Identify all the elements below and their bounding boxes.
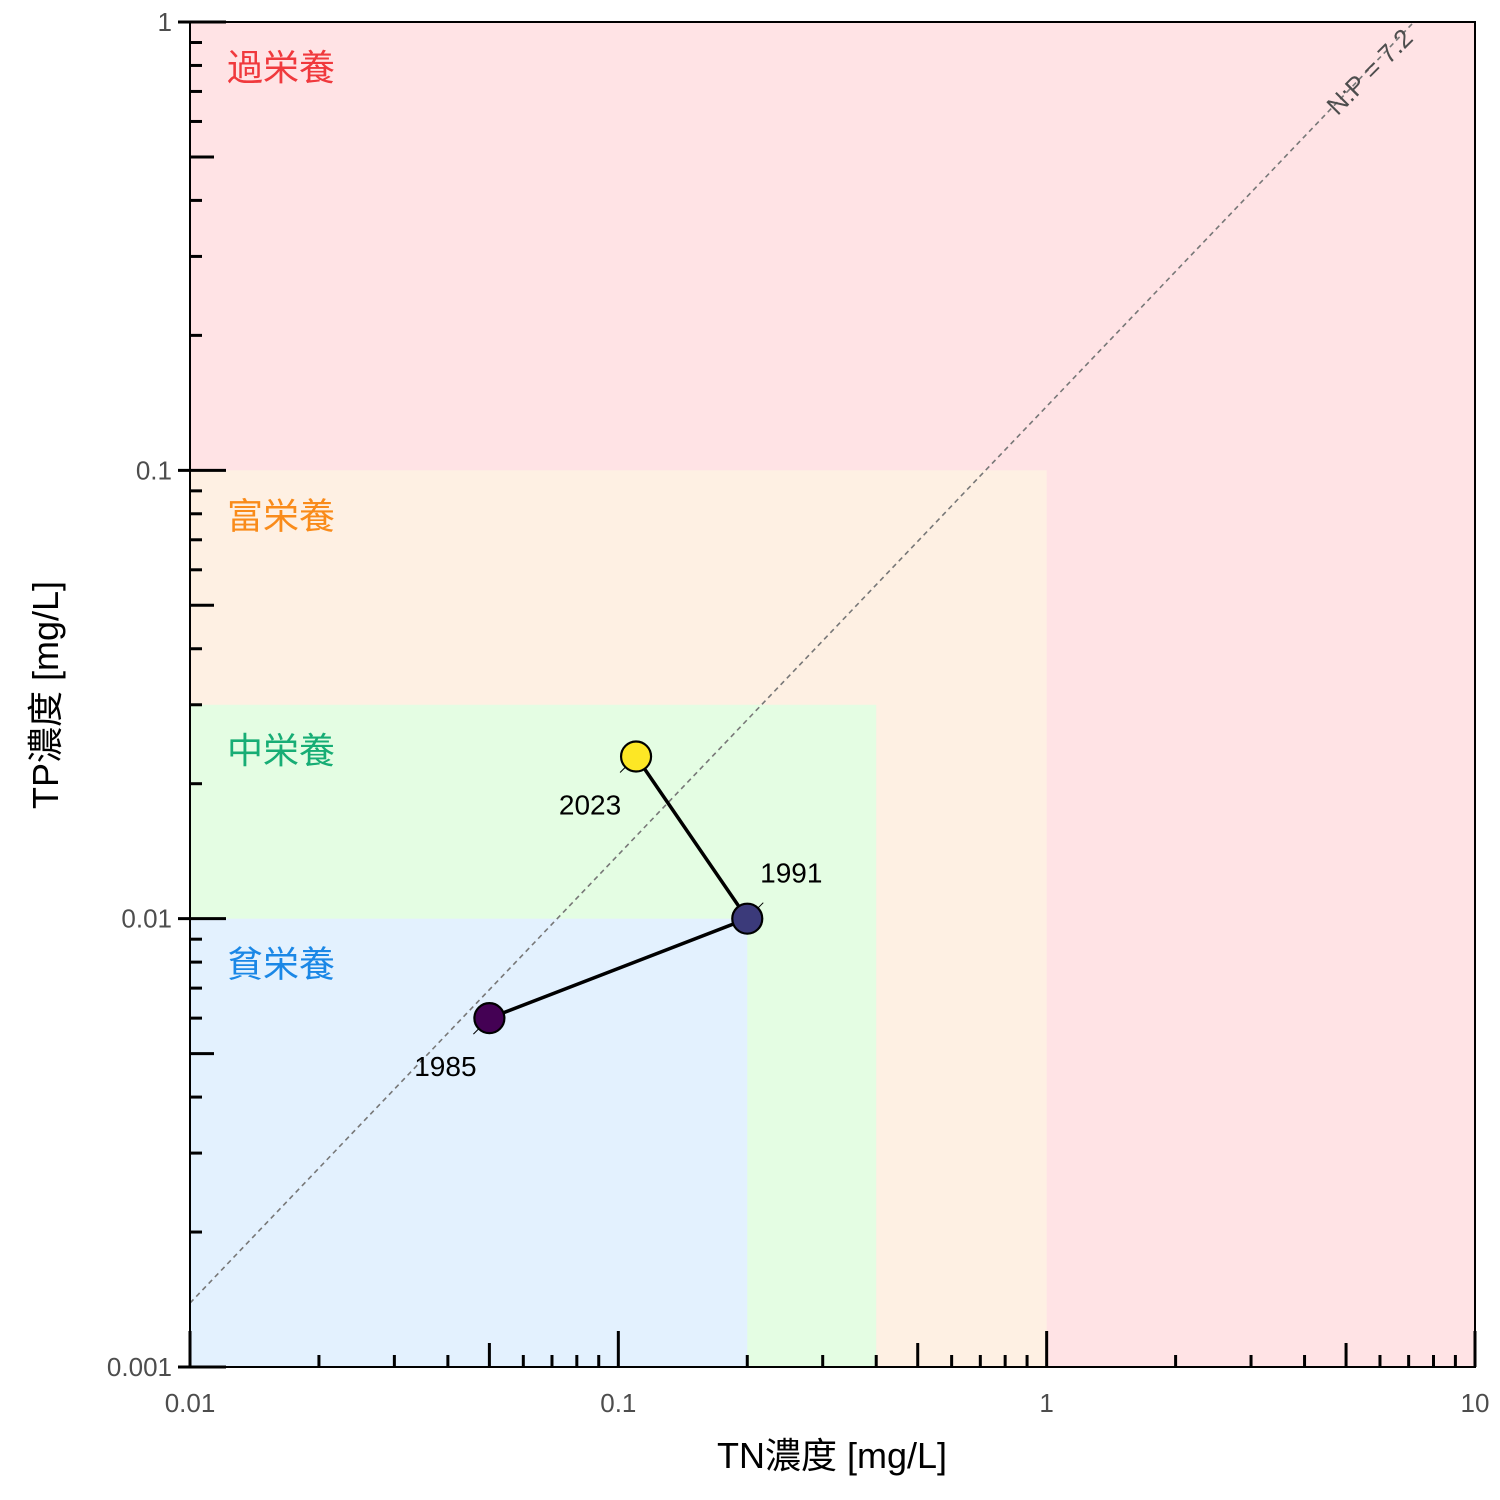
- point-label-2023: 2023: [559, 789, 621, 820]
- x-tick-label: 1: [1039, 1388, 1053, 1418]
- trajectory-series: 1985 1991 2023: [414, 740, 822, 1082]
- y-tick-label: 0.01: [121, 904, 172, 934]
- y-tick-label: 0.1: [136, 455, 172, 485]
- zone-oligotrophic: [190, 918, 748, 1367]
- zone-label-mesotrophic: 中栄養: [227, 731, 335, 772]
- point-1991: [731, 902, 764, 935]
- axis-ticks: 0.01 0.1 1 10 0.001 0.01 0.1 1: [107, 7, 1490, 1418]
- y-axis-title: TP濃度 [mg/L]: [25, 581, 66, 809]
- point-1985: [473, 1002, 506, 1035]
- zone-label-hypereutrophic: 過栄養: [227, 48, 335, 89]
- x-tick-label: 0.01: [165, 1388, 216, 1418]
- trophic-zones: [190, 22, 1475, 1367]
- plot-frame: [189, 21, 1476, 1368]
- x-axis-title: TN濃度 [mg/L]: [717, 1435, 947, 1476]
- point-label-1985: 1985: [414, 1051, 476, 1082]
- y-tick-label: 1: [158, 7, 172, 37]
- y-tick-label: 0.001: [107, 1352, 172, 1382]
- zone-label-eutrophic: 富栄養: [227, 496, 335, 537]
- plot-border: [189, 21, 1476, 1368]
- point-2023: [619, 740, 653, 773]
- np-ratio-line: [189, 21, 1415, 1304]
- point-label-1991: 1991: [760, 858, 822, 889]
- zone-label-oligotrophic: 貧栄養: [227, 945, 335, 986]
- x-tick-label: 10: [1461, 1388, 1490, 1418]
- x-tick-label: 0.1: [600, 1388, 636, 1418]
